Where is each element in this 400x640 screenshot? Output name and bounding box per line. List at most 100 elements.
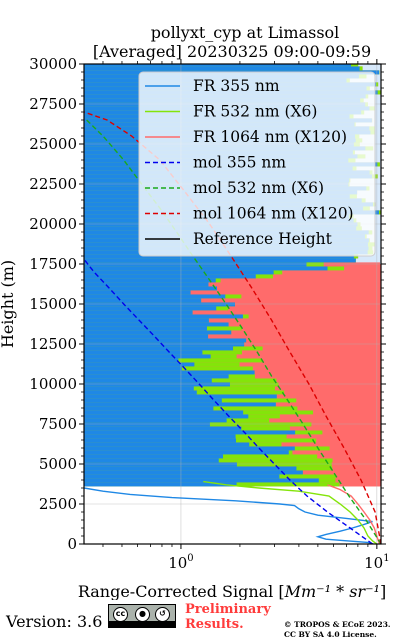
field-band-blue xyxy=(84,334,209,339)
preliminary-line-2: Results. xyxy=(185,617,244,632)
field-band-blue xyxy=(84,398,222,403)
series-line-fr-1064-nm-x120 xyxy=(327,484,381,544)
y-tick-label: 25000 xyxy=(29,135,77,153)
x-axis-label-units: Mm⁻¹ * sr⁻¹ xyxy=(284,582,380,600)
field-band-red xyxy=(84,318,380,323)
by-icon: ● xyxy=(135,607,150,622)
field-band-blue xyxy=(84,346,234,351)
version-label: Version: 3.6 xyxy=(6,612,103,631)
y-tick-label: 22500 xyxy=(29,175,77,193)
field-band-red xyxy=(84,334,380,339)
y-tick-label: 12500 xyxy=(29,335,77,353)
legend-label: mol 355 nm xyxy=(193,154,286,172)
y-tick-label: 0 xyxy=(67,535,77,553)
y-axis: 0 2500 5000 7500 10000 12500 15000 17500 20000 22… xyxy=(29,55,386,553)
field-band-blue xyxy=(84,66,360,71)
field-band-blue xyxy=(84,482,237,487)
field-band-blue xyxy=(84,446,295,451)
legend-label: FR 532 nm (X6) xyxy=(193,103,317,121)
copyright-note: © TROPOS & ECoE 2023. CC BY SA 4.0 Licen… xyxy=(284,620,391,639)
cc-icon: cc xyxy=(113,607,128,622)
y-tick-label: 2500 xyxy=(39,495,77,513)
y-axis-label: Height (m) xyxy=(0,260,17,348)
copyright-line-2: CC BY SA 4.0 License. xyxy=(284,629,377,639)
field-band-blue xyxy=(84,370,255,375)
field-band-blue xyxy=(84,354,211,359)
x-tick-label: 100 xyxy=(168,553,193,572)
field-band-blue xyxy=(84,418,227,423)
y-tick-label: 30000 xyxy=(29,55,77,73)
field-band-blue xyxy=(84,390,197,395)
field-band-blue xyxy=(84,434,236,439)
field-band-blue xyxy=(84,374,229,379)
field-band-blue xyxy=(84,282,209,287)
x-axis: 100 101 xyxy=(102,59,390,572)
field-band-blue xyxy=(84,430,296,435)
x-axis-label-text: Range-Corrected Signal [ xyxy=(78,582,285,600)
field-band-blue xyxy=(84,466,297,471)
field-band-blue xyxy=(84,406,214,411)
field-band-blue xyxy=(84,310,193,315)
y-tick-label: 5000 xyxy=(39,455,77,473)
field-band-blue xyxy=(84,326,207,331)
series-line-fr-355-nm xyxy=(84,487,374,544)
field-band-blue xyxy=(84,462,237,467)
field-band-red xyxy=(84,278,380,283)
y-tick-label: 15000 xyxy=(29,295,77,313)
field-band-blue xyxy=(84,378,212,383)
field-band-blue xyxy=(84,266,328,271)
field-band-blue xyxy=(84,414,249,419)
field-band-blue xyxy=(84,474,280,479)
chart-subtitle: [Averaged] 20230325 09:00-09:59 xyxy=(93,42,371,61)
field-band-blue xyxy=(84,358,179,363)
field-band-red xyxy=(84,286,380,291)
field-band-blue xyxy=(84,366,182,371)
field-band-blue xyxy=(84,454,224,459)
legend-label: FR 355 nm xyxy=(193,77,280,95)
legend-label: mol 1064 nm (X120) xyxy=(193,205,354,223)
y-tick-label: 10000 xyxy=(29,375,77,393)
field-band-blue xyxy=(84,294,226,299)
preliminary-note: Preliminary Results. xyxy=(185,602,271,632)
field-band-blue xyxy=(84,290,191,295)
field-band-blue xyxy=(84,342,245,347)
y-tick-label: 27500 xyxy=(29,95,77,113)
field-band-red xyxy=(84,298,380,303)
y-tick-label: 20000 xyxy=(29,215,77,233)
field-band-blue xyxy=(84,322,229,327)
field-band-blue xyxy=(84,350,203,355)
field-band-blue xyxy=(84,386,194,391)
field-band-red xyxy=(84,290,380,295)
lidar-signal-chart: pollyxt_cyp at Limassol [Averaged] 20230… xyxy=(0,23,390,600)
field-band-red xyxy=(84,330,380,335)
field-band-blue xyxy=(84,458,219,463)
x-tick-label: 101 xyxy=(364,553,389,572)
field-band-blue xyxy=(84,64,352,67)
legend-label: FR 1064 nm (X120) xyxy=(193,128,347,146)
field-band-blue xyxy=(84,362,195,367)
legend: FR 355 nm FR 532 nm (X6) FR 1064 nm (X120)… xyxy=(138,71,376,257)
field-band-blue xyxy=(84,286,217,291)
field-band-blue xyxy=(84,258,356,263)
field-band-blue xyxy=(84,422,210,427)
field-band-blue xyxy=(84,278,216,283)
field-band-blue xyxy=(84,302,235,307)
field-band-blue xyxy=(84,298,202,303)
y-tick-label: 7500 xyxy=(39,415,77,433)
field-band-blue xyxy=(84,338,247,343)
field-band-blue xyxy=(84,402,276,407)
field-band-blue xyxy=(84,470,303,475)
field-band-blue xyxy=(84,394,277,399)
sa-icon: ↺ xyxy=(155,607,170,622)
field-band-blue xyxy=(84,330,232,335)
field-band-red xyxy=(84,322,380,327)
field-band-blue xyxy=(84,274,256,279)
field-band-blue xyxy=(84,382,230,387)
cc-badge-bar xyxy=(109,621,175,627)
field-band-blue xyxy=(84,438,237,443)
x-axis-label: Range-Corrected Signal [Mm⁻¹ * sr⁻¹] xyxy=(78,582,386,600)
legend-label: Reference Height xyxy=(193,230,333,248)
field-band-blue xyxy=(84,442,250,447)
field-band-blue xyxy=(84,314,243,319)
field-band-blue xyxy=(84,262,307,267)
